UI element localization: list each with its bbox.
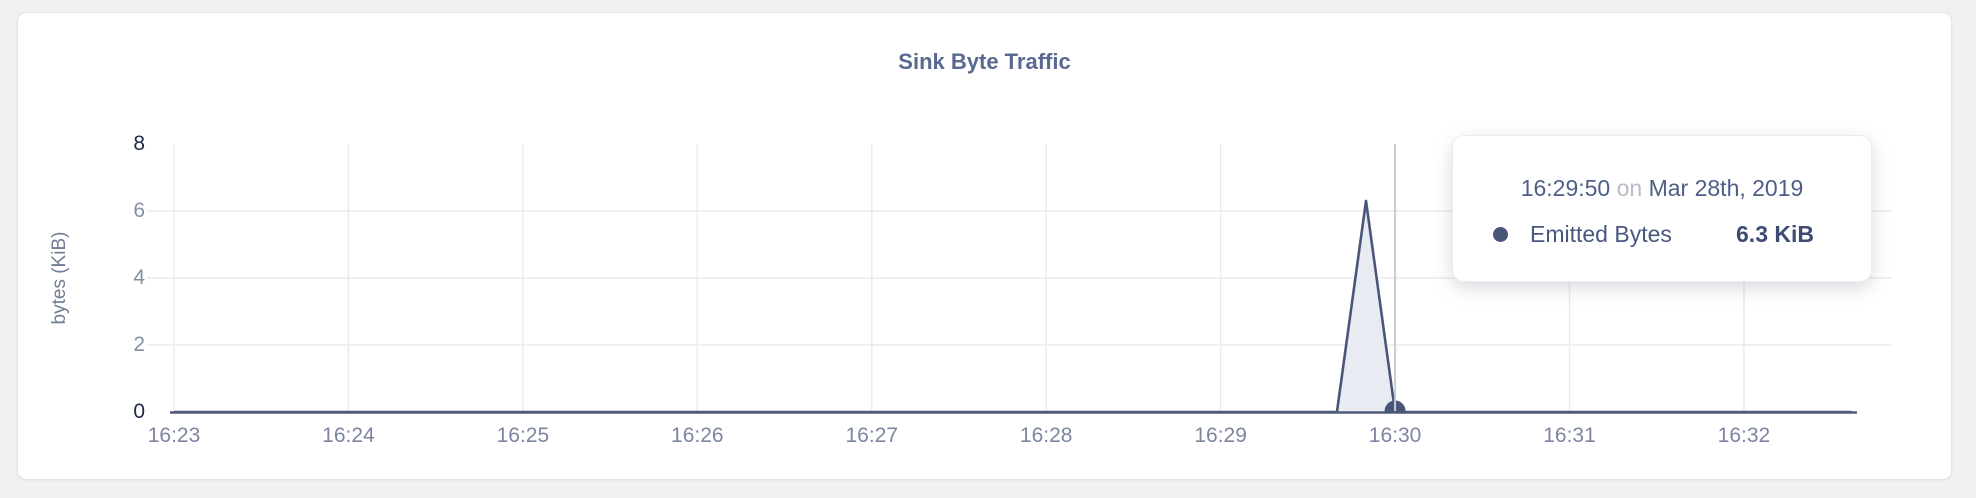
x-tick-label: 16:31 — [1543, 424, 1596, 447]
y-axis-title: bytes (KiB) — [49, 231, 70, 325]
tooltip-header: 16:29:50 on Mar 28th, 2019 — [1453, 174, 1871, 202]
tooltip-series-value: 6.3 KiB — [1736, 221, 1814, 247]
tooltip-time: 16:29:50 — [1520, 175, 1611, 201]
chart-title: Sink Byte Traffic — [898, 49, 1071, 74]
chart-tooltip: 16:29:50 on Mar 28th, 2019 Emitted Bytes… — [1452, 135, 1872, 282]
x-tick-label: 16:28 — [1019, 424, 1073, 447]
tooltip-series-label: Emitted Bytes — [1530, 221, 1672, 247]
y-tick-label: 4 — [133, 266, 145, 289]
y-tick-label: 8 — [133, 132, 145, 155]
y-tick-label: 6 — [133, 199, 145, 222]
series-marker-icon — [1493, 226, 1508, 242]
tooltip-series-row: Emitted Bytes 6.3 KiB — [1453, 220, 1871, 248]
x-tick-label: 16:24 — [322, 424, 375, 447]
x-tick-label: 16:25 — [496, 424, 550, 447]
x-tick-label: 16:27 — [845, 424, 899, 447]
x-tick-label: 16:23 — [147, 424, 201, 447]
y-tick-label: 0 — [133, 400, 145, 423]
x-tick-label: 16:29 — [1194, 424, 1247, 447]
y-tick-label: 2 — [133, 333, 145, 356]
x-tick-label: 16:30 — [1368, 424, 1422, 447]
tooltip-connector: on — [1616, 175, 1643, 201]
x-tick-label: 16:32 — [1717, 424, 1771, 447]
x-tick-label: 16:26 — [671, 424, 724, 447]
tooltip-date: Mar 28th, 2019 — [1648, 175, 1804, 201]
